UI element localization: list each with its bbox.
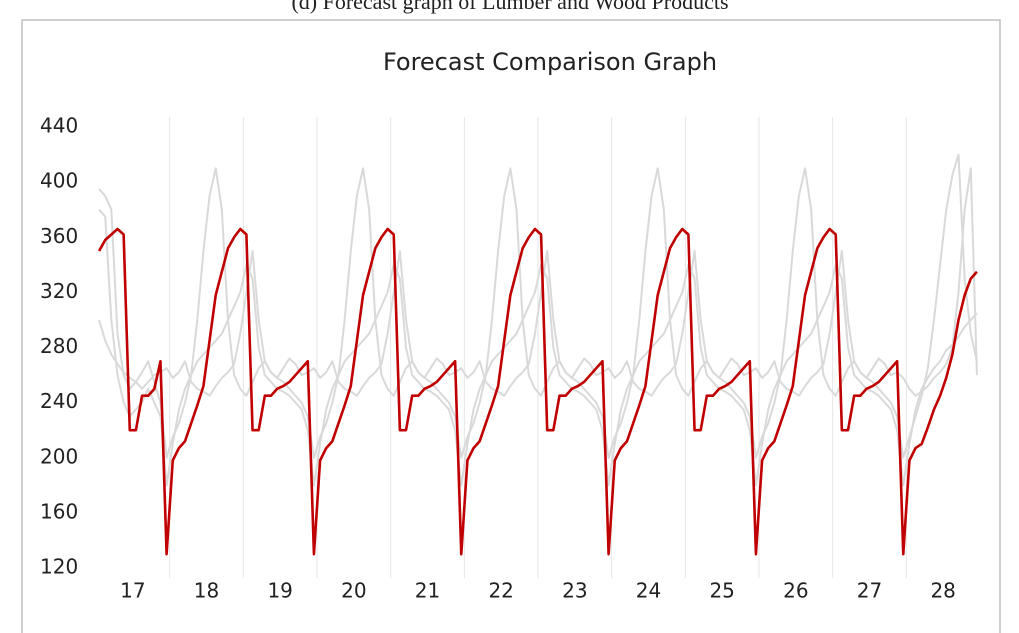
series-line	[98, 209, 978, 487]
y-tick-label: 120	[40, 555, 78, 579]
x-tick-label: 21	[415, 579, 440, 603]
x-tick-label: 23	[562, 579, 587, 603]
x-tick-label: 26	[783, 579, 808, 603]
y-tick-label: 160	[40, 499, 78, 523]
chart-frame	[21, 19, 1001, 633]
y-tick-label: 440	[40, 114, 78, 138]
series-line	[98, 167, 978, 397]
x-tick-label: 19	[267, 579, 292, 603]
y-tick-label: 200	[40, 444, 78, 468]
figure-caption: (d) Forecast graph of Lumber and Wood Pr…	[291, 0, 728, 14]
y-tick-label: 400	[40, 169, 78, 193]
y-tick-label: 240	[40, 389, 78, 413]
y-tick-label: 280	[40, 334, 78, 358]
x-tick-label: 20	[341, 579, 366, 603]
x-tick-label: 27	[857, 579, 882, 603]
x-tick-label: 24	[636, 579, 661, 603]
y-tick-label: 320	[40, 279, 78, 303]
x-tick-label: 18	[194, 579, 219, 603]
series-line	[97, 227, 978, 556]
x-tick-label: 17	[120, 579, 145, 603]
chart-title: Forecast Comparison Graph	[383, 48, 717, 76]
x-tick-label: 25	[709, 579, 734, 603]
series-line	[98, 153, 978, 459]
x-tick-label: 22	[488, 579, 513, 603]
x-tick-label: 28	[930, 579, 955, 603]
y-tick-label: 360	[40, 224, 78, 248]
